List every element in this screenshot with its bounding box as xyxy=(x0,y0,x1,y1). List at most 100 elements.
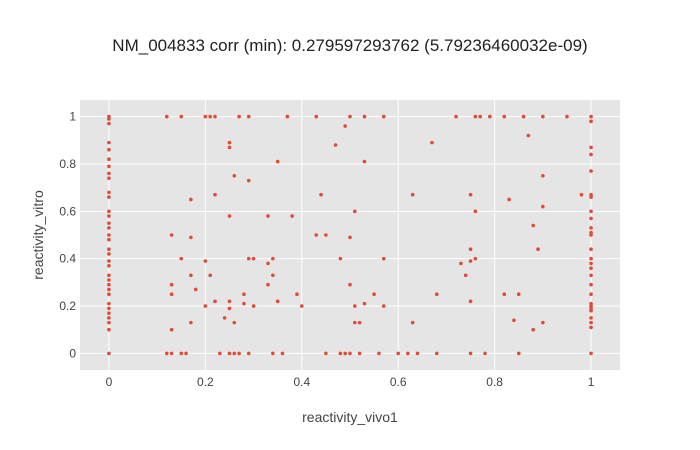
x-tick-label: 0 xyxy=(106,375,113,389)
scatter-point xyxy=(362,159,367,164)
scatter-point xyxy=(164,114,169,119)
scatter-point xyxy=(589,114,593,119)
scatter-point xyxy=(107,214,111,218)
scatter-point xyxy=(507,197,511,202)
data-points xyxy=(107,114,593,356)
scatter-point xyxy=(107,226,111,230)
scatter-point xyxy=(454,114,458,119)
scatter-point xyxy=(251,256,256,261)
scatter-point xyxy=(299,304,304,308)
scatter-point xyxy=(415,351,420,356)
scatter-point xyxy=(324,233,328,237)
scatter-point xyxy=(107,176,111,180)
scatter-point xyxy=(348,235,352,240)
y-tick-label: 0.6 xyxy=(59,204,76,218)
scatter-point xyxy=(502,292,507,297)
scatter-point xyxy=(488,114,492,119)
x-tick-label: 0.6 xyxy=(390,375,407,389)
scatter-point xyxy=(468,247,473,252)
scatter-point xyxy=(324,351,328,356)
scatter-point xyxy=(237,351,241,356)
scatter-point xyxy=(179,256,184,261)
scatter-point xyxy=(208,114,212,119)
scatter-point xyxy=(246,178,251,183)
scatter-point xyxy=(237,114,241,119)
scatter-point xyxy=(372,292,376,297)
scatter-point xyxy=(589,247,593,252)
scatter-point xyxy=(348,114,352,119)
scatter-point xyxy=(589,320,593,325)
x-tick-label: 0.8 xyxy=(486,375,503,389)
scatter-point xyxy=(107,209,111,214)
scatter-point xyxy=(589,226,593,230)
scatter-point xyxy=(227,306,232,311)
scatter-point xyxy=(290,214,294,218)
scatter-point xyxy=(536,247,540,252)
scatter-point xyxy=(107,351,111,356)
scatter-point xyxy=(107,273,111,278)
scatter-point xyxy=(275,159,280,164)
scatter-point xyxy=(589,282,593,287)
scatter-point xyxy=(203,114,208,119)
scatter-point xyxy=(541,114,545,119)
scatter-point xyxy=(468,299,473,304)
scatter-point xyxy=(468,192,473,197)
scatter-point xyxy=(227,351,232,356)
scatter-point xyxy=(107,327,111,332)
scatter-point xyxy=(478,114,482,119)
scatter-point xyxy=(295,292,299,297)
scatter-point xyxy=(203,304,208,308)
x-tick-label: 0.4 xyxy=(293,375,310,389)
scatter-point xyxy=(319,192,323,197)
scatter-point xyxy=(107,121,111,126)
scatter-point xyxy=(251,304,256,308)
scatter-point xyxy=(189,320,193,325)
scatter-point xyxy=(459,261,463,266)
scatter-point xyxy=(589,195,593,199)
scatter-point xyxy=(232,320,237,325)
scatter-point xyxy=(381,256,386,261)
scatter-point xyxy=(410,192,415,197)
scatter-point xyxy=(107,278,111,282)
scatter-point xyxy=(589,316,593,320)
scatter-point xyxy=(107,292,111,297)
scatter-point xyxy=(107,157,111,162)
scatter-point xyxy=(589,119,593,124)
scatter-point xyxy=(353,320,357,325)
scatter-point xyxy=(434,351,439,356)
scatter-point xyxy=(213,114,217,119)
scatter-point xyxy=(242,292,246,297)
scatter-point xyxy=(483,351,487,356)
scatter-point xyxy=(526,133,531,138)
scatter-point xyxy=(107,147,111,152)
y-tick-label: 1 xyxy=(69,110,76,124)
y-axis-title: reactivity_vitro xyxy=(30,190,46,280)
scatter-point xyxy=(410,320,415,325)
scatter-point xyxy=(357,351,362,356)
scatter-point xyxy=(107,237,111,242)
scatter-point xyxy=(541,204,545,209)
scatter-point xyxy=(589,169,593,173)
scatter-point xyxy=(353,304,357,308)
scatter-point xyxy=(430,140,434,145)
scatter-point xyxy=(107,247,111,252)
scatter-point xyxy=(353,209,357,214)
scatter-point xyxy=(227,299,232,304)
scatter-point xyxy=(179,114,184,119)
scatter-point xyxy=(184,351,188,356)
scatter-point xyxy=(589,256,593,261)
scatter-point xyxy=(280,351,285,356)
scatter-point xyxy=(169,282,174,287)
scatter-point xyxy=(589,233,593,237)
scatter-point xyxy=(213,192,217,197)
chart-title: NM_004833 corr (min): 0.279597293762 (5.… xyxy=(112,36,587,55)
scatter-point xyxy=(227,140,232,145)
scatter-point xyxy=(107,171,111,176)
scatter-point xyxy=(314,233,319,237)
scatter-point xyxy=(565,114,569,119)
scatter-point xyxy=(107,263,111,268)
scatter-point xyxy=(227,214,232,218)
scatter-point xyxy=(338,351,343,356)
scatter-point xyxy=(189,273,193,278)
scatter-point xyxy=(434,292,439,297)
